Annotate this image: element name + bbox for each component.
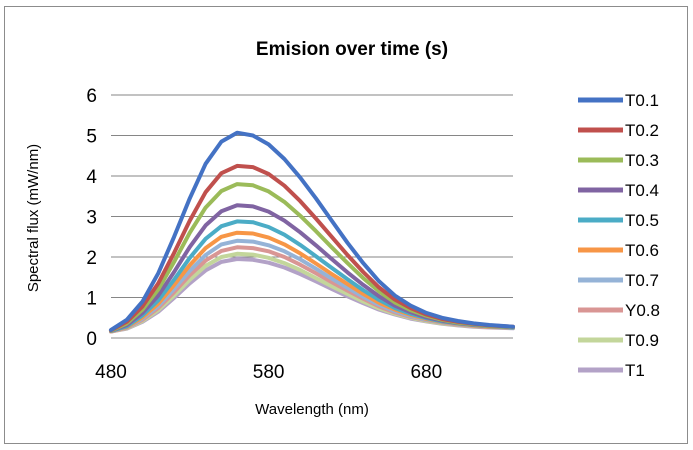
x-tick-label: 680: [410, 362, 442, 383]
y-tick-label: 4: [86, 167, 97, 188]
legend-item: T0.1: [578, 91, 659, 110]
legend-label: Y0.8: [625, 301, 660, 320]
legend-item: T0.5: [578, 211, 659, 230]
legend-label: T1: [625, 361, 645, 380]
x-tick-label: 580: [253, 362, 285, 383]
legend-item: T0.3: [578, 151, 659, 170]
series-line-t0-1: [109, 130, 515, 332]
legend-label: T0.2: [625, 121, 659, 140]
x-axis-label: Wavelength (nm): [255, 401, 369, 418]
series-lines: [109, 130, 515, 334]
legend: T0.1 T0.2 T0.3 T0.4 T0.5 T0.6 T0.7 Y0.8 T0.9 T1: [578, 91, 660, 380]
legend-label: T0.1: [625, 91, 659, 110]
legend-item: T0.9: [578, 331, 659, 350]
y-tick-label: 1: [86, 289, 97, 310]
y-axis-ticks: 0 1 2 3 4 5 6: [86, 86, 97, 350]
x-axis-ticks: 480 580 680: [95, 362, 442, 383]
legend-label: T0.7: [625, 271, 659, 290]
legend-item: T1: [578, 361, 645, 380]
legend-item: T0.6: [578, 241, 659, 260]
legend-label: T0.5: [625, 211, 659, 230]
chart-title: Emision over time (s): [256, 39, 448, 60]
legend-item: T0.2: [578, 121, 659, 140]
x-tick-label: 480: [95, 362, 127, 383]
legend-label: T0.9: [625, 331, 659, 350]
legend-label: T0.6: [625, 241, 659, 260]
legend-label: T0.4: [625, 181, 659, 200]
y-tick-label: 6: [86, 86, 97, 107]
y-tick-label: 0: [86, 329, 97, 350]
legend-item: T0.7: [578, 271, 659, 290]
chart-frame: [4, 6, 688, 444]
y-tick-label: 3: [86, 208, 97, 229]
legend-label: T0.3: [625, 151, 659, 170]
y-tick-label: 2: [86, 248, 97, 269]
y-axis-label: Spectral flux (mW/nm): [25, 144, 42, 292]
y-tick-label: 5: [86, 127, 97, 148]
legend-item: Y0.8: [578, 301, 660, 320]
legend-item: T0.4: [578, 181, 659, 200]
